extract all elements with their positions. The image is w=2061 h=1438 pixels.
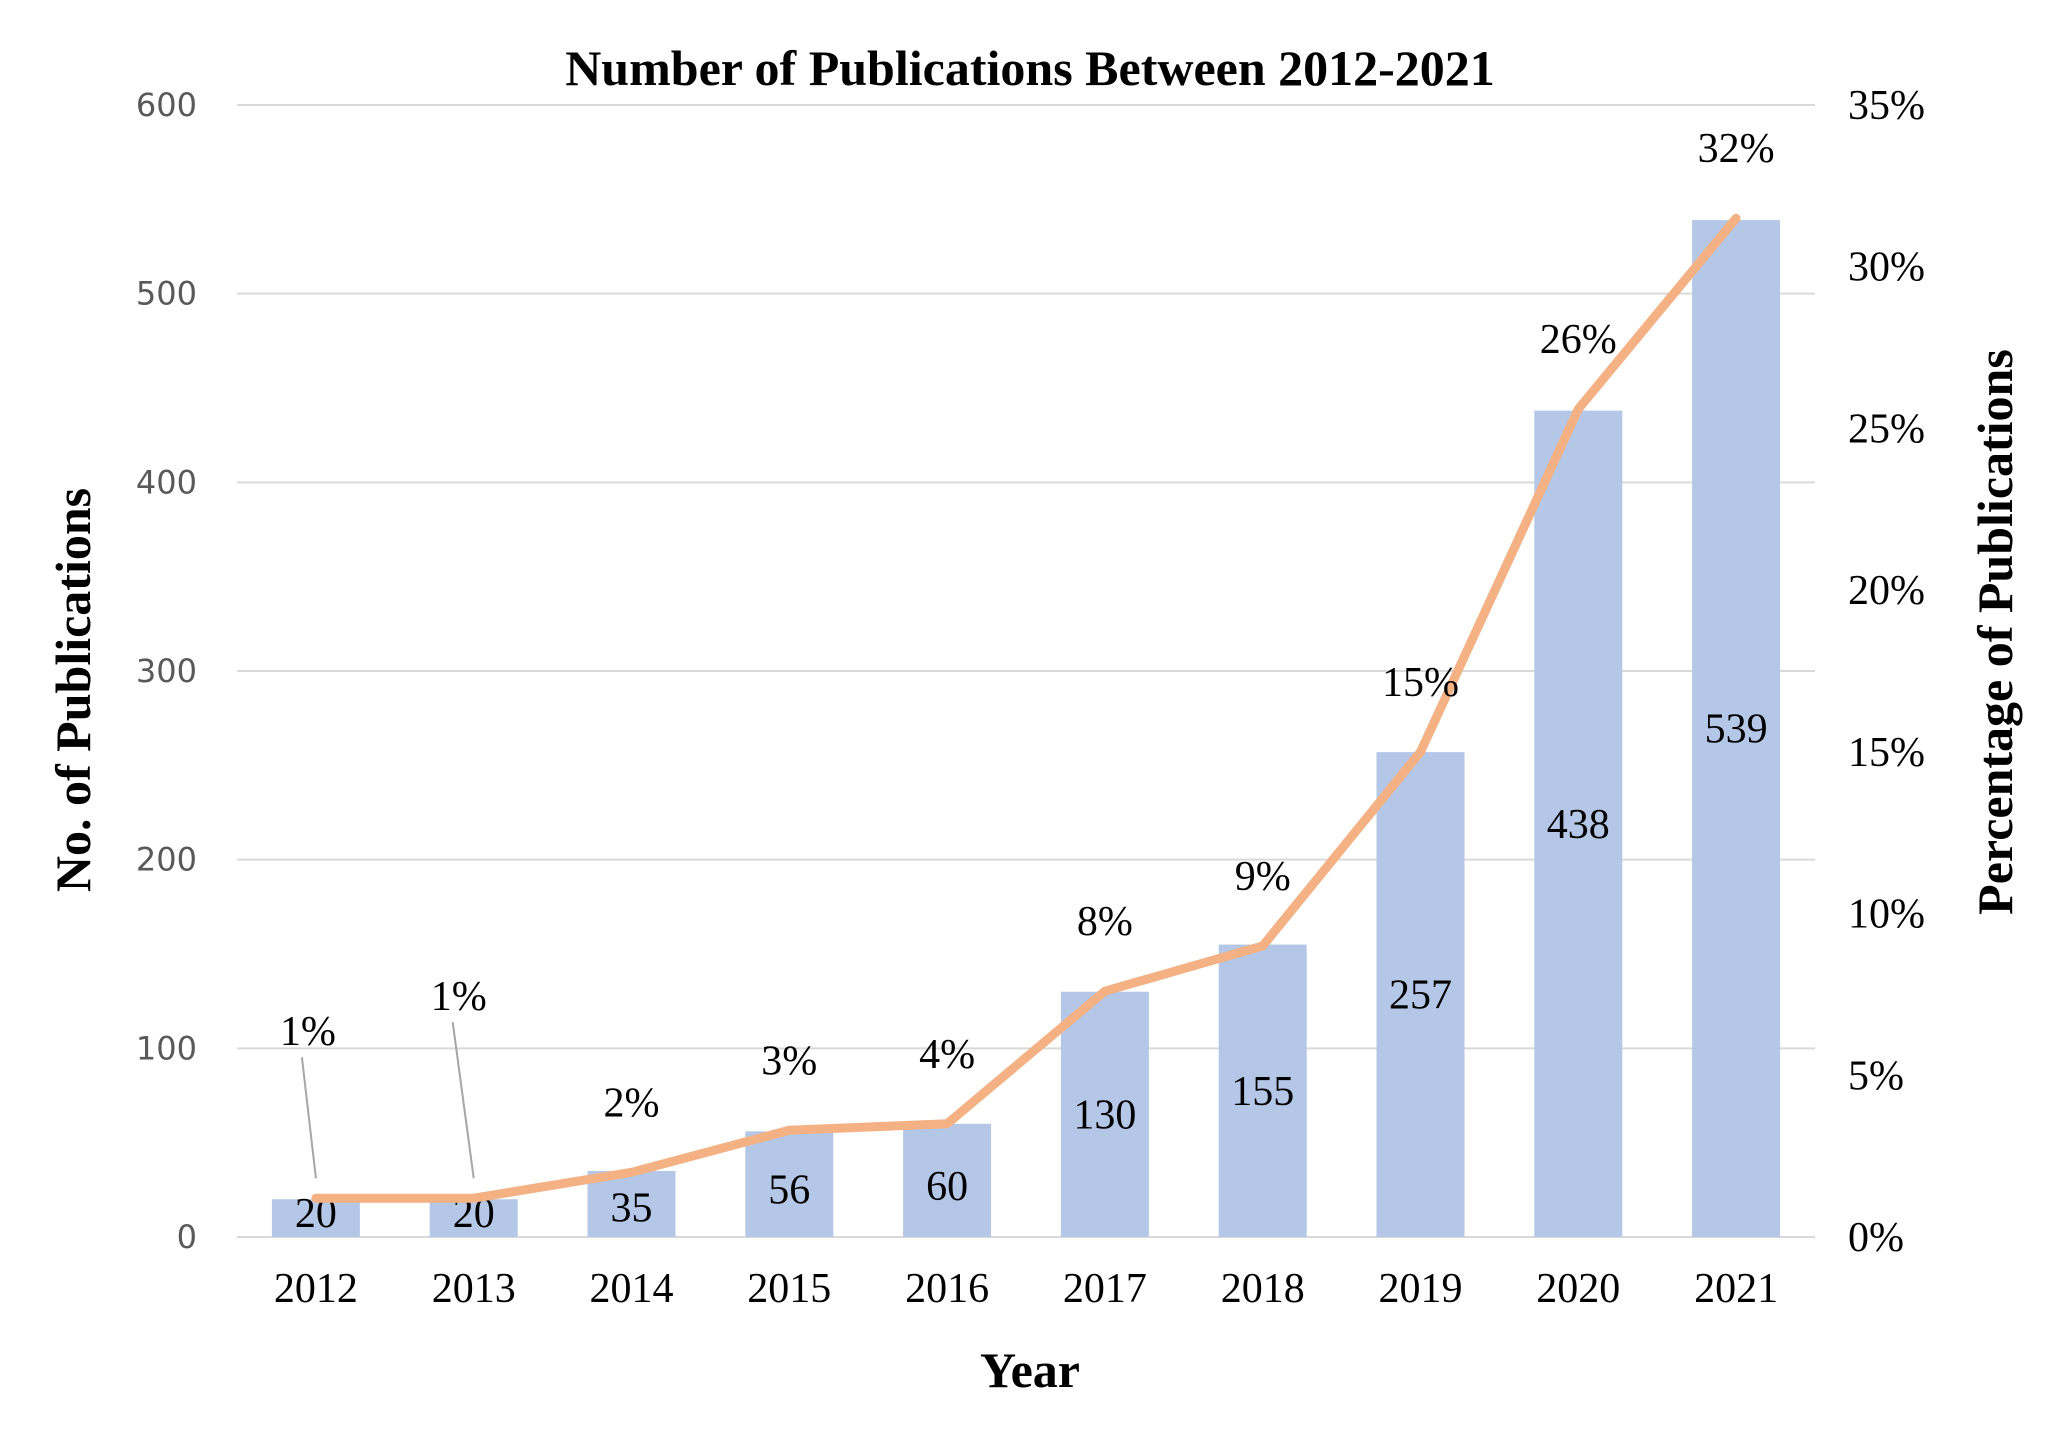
percentage-label: 1% bbox=[280, 1009, 336, 1055]
percentage-line bbox=[311, 213, 1741, 1203]
line-point bbox=[1419, 750, 1422, 753]
right-tick-label: 0% bbox=[1848, 1215, 1904, 1261]
y2-axis-title: Percentage of Publications bbox=[1967, 349, 2023, 915]
right-tick-label: 10% bbox=[1848, 892, 1925, 938]
percentage-label: 15% bbox=[1382, 660, 1459, 706]
bar bbox=[587, 1170, 676, 1237]
percentage-label: 8% bbox=[1077, 899, 1133, 945]
bar bbox=[1376, 752, 1465, 1237]
percentage-label: 2% bbox=[604, 1080, 660, 1126]
percentage-label: 3% bbox=[761, 1038, 817, 1084]
x-tick-label: 2013 bbox=[432, 1266, 516, 1312]
right-axis-ticks: 0% 5% 10% 15% 20% 25% 30% 35% bbox=[1848, 83, 1925, 1261]
line-point bbox=[630, 1171, 633, 1174]
chart-title: Number of Publications Between 2012-2021 bbox=[565, 40, 1495, 96]
bar-value-label: 539 bbox=[1705, 707, 1768, 753]
percentage-label: 9% bbox=[1235, 854, 1291, 900]
percentage-labels: 1% 1% 2% 3% 4% 8% 9% 15% 26% 32% bbox=[280, 126, 1775, 1179]
line-point bbox=[788, 1129, 791, 1132]
x-tick-label: 2014 bbox=[590, 1266, 674, 1312]
bar-value-label: 438 bbox=[1547, 802, 1610, 848]
right-tick-label: 35% bbox=[1848, 83, 1925, 129]
y-axis-title: No. of Publications bbox=[45, 488, 101, 892]
percentage-label: 32% bbox=[1698, 126, 1775, 172]
bar-value-label: 56 bbox=[768, 1167, 810, 1213]
bar-value-label: 35 bbox=[611, 1185, 653, 1231]
left-tick-label: 400 bbox=[136, 463, 197, 501]
left-tick-label: 500 bbox=[136, 275, 197, 313]
line-point bbox=[946, 1122, 949, 1125]
x-axis-ticks: 2012 2013 2014 2015 2016 2017 2018 2019 2020 2021 bbox=[274, 1266, 1778, 1312]
x-tick-label: 2012 bbox=[274, 1266, 358, 1312]
x-tick-label: 2017 bbox=[1063, 1266, 1147, 1312]
x-tick-label: 2021 bbox=[1694, 1266, 1778, 1312]
left-tick-label: 0 bbox=[177, 1218, 197, 1256]
bar bbox=[745, 1131, 834, 1237]
percentage-label: 26% bbox=[1540, 317, 1617, 363]
x-tick-label: 2020 bbox=[1536, 1266, 1620, 1312]
gridlines bbox=[237, 104, 1815, 1238]
leader-line bbox=[300, 1057, 317, 1179]
bar bbox=[1060, 991, 1149, 1237]
right-tick-label: 30% bbox=[1848, 245, 1925, 291]
right-tick-label: 20% bbox=[1848, 568, 1925, 614]
line-point bbox=[314, 1197, 317, 1200]
bar-value-label: 60 bbox=[926, 1164, 968, 1210]
line-point bbox=[1735, 217, 1738, 220]
right-tick-label: 5% bbox=[1848, 1053, 1904, 1099]
percentage-line-series bbox=[311, 213, 1741, 1203]
line-point bbox=[1261, 944, 1264, 947]
bar bbox=[1218, 944, 1307, 1237]
bar-series bbox=[271, 220, 1781, 1237]
left-tick-label: 200 bbox=[136, 841, 197, 879]
bar bbox=[1692, 220, 1781, 1237]
right-tick-label: 15% bbox=[1848, 730, 1925, 776]
bar bbox=[903, 1123, 992, 1237]
left-tick-label: 100 bbox=[136, 1029, 197, 1067]
x-tick-label: 2019 bbox=[1379, 1266, 1463, 1312]
line-point bbox=[1577, 408, 1580, 411]
x-axis-title: Year bbox=[980, 1342, 1080, 1398]
bar bbox=[1534, 410, 1623, 1237]
right-tick-label: 25% bbox=[1848, 406, 1925, 452]
bar bbox=[271, 1199, 360, 1237]
line-point bbox=[1103, 990, 1106, 993]
x-tick-label: 2015 bbox=[747, 1266, 831, 1312]
percentage-label: 1% bbox=[431, 974, 487, 1020]
percentage-label: 4% bbox=[919, 1032, 975, 1078]
bar bbox=[429, 1199, 518, 1237]
bar-value-label: 155 bbox=[1231, 1069, 1294, 1115]
line-point bbox=[472, 1197, 475, 1200]
leader-line bbox=[451, 1022, 475, 1179]
left-tick-label: 300 bbox=[136, 652, 197, 690]
x-tick-label: 2018 bbox=[1221, 1266, 1305, 1312]
bar-value-label: 257 bbox=[1389, 973, 1452, 1019]
left-axis-ticks: 0 100 200 300 400 500 600 bbox=[136, 86, 197, 1256]
x-tick-label: 2016 bbox=[905, 1266, 989, 1312]
bar-value-label: 130 bbox=[1073, 1092, 1136, 1138]
left-tick-label: 600 bbox=[136, 86, 197, 124]
